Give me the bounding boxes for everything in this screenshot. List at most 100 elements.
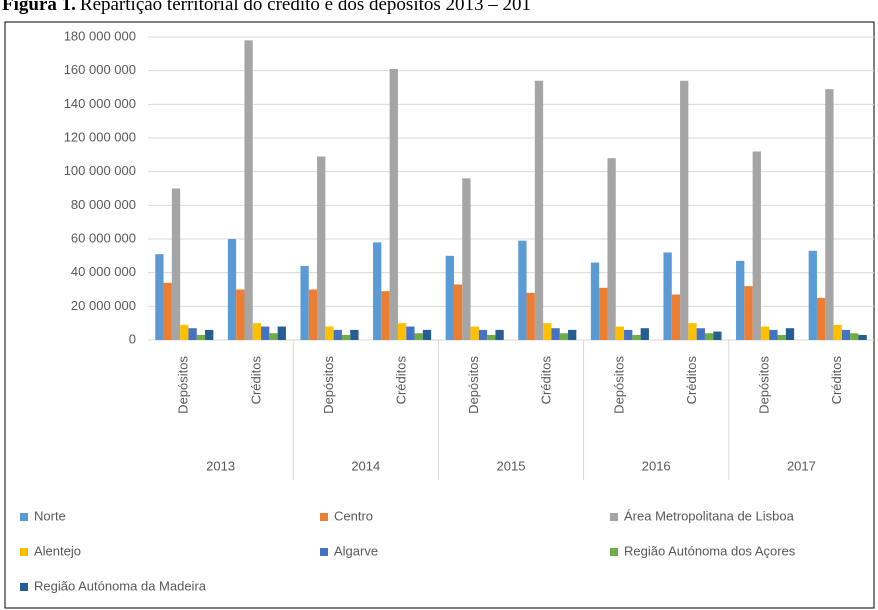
group-label: 2017 [787,458,816,473]
bar [590,262,600,340]
bar [599,287,608,340]
legend-swatch [20,513,28,521]
bar [236,289,245,340]
bar [816,297,826,340]
bar [196,334,206,340]
bar [624,329,633,340]
bar [277,326,286,340]
legend-swatch [20,583,28,591]
bar [341,334,351,340]
y-tick-label: 100 000 000 [64,163,136,178]
bar [227,239,237,340]
bar [422,329,432,340]
legend-label: Região Autónoma dos Açores [624,543,796,558]
y-tick-label: 0 [129,331,136,346]
bar [487,334,496,340]
bar [704,333,714,340]
bar [252,323,262,340]
bar [350,329,359,340]
bar [841,329,851,340]
bar [760,326,770,340]
title-text: Repartição territorial do crédito e dos … [80,0,531,15]
y-tick-label: 120 000 000 [64,129,136,144]
bar [389,68,398,340]
legend-label: Região Autónoma da Madeira [34,578,207,593]
bar [325,326,334,340]
bar [414,333,423,340]
legend-swatch [610,513,618,521]
legend-label: Alentejo [34,543,81,558]
bar [373,242,382,340]
bar [680,80,689,341]
bar [445,255,454,340]
bar [180,324,189,340]
bar [769,329,778,340]
bar [696,328,705,340]
group-label: 2014 [351,458,380,473]
bar [397,323,407,340]
bar [640,328,649,340]
legend-label: Norte [34,508,66,523]
bar [163,282,172,340]
x-tick-label: Créditos [684,356,699,405]
bar [478,329,488,340]
bar [518,240,527,340]
y-tick-label: 180 000 000 [64,28,136,43]
group-label: 2015 [497,458,526,473]
legend-swatch [320,513,328,521]
y-tick-label: 40 000 000 [71,264,136,279]
y-tick-label: 140 000 000 [64,96,136,111]
bar [559,333,569,340]
bar [333,329,342,340]
bar [825,89,834,340]
bar [317,156,326,340]
bar [534,80,544,341]
bar [470,326,479,340]
bar [188,328,197,340]
bar [244,40,253,340]
bar [462,178,471,340]
bar [155,254,164,340]
x-tick-label: Créditos [539,356,554,405]
group-label: 2016 [642,458,671,473]
bar [688,323,697,340]
bar [551,328,560,340]
bar [785,328,795,340]
bar [777,334,786,340]
bar [663,252,672,340]
bar [308,289,318,340]
bar [568,329,577,340]
bar [752,151,761,340]
y-tick-label: 80 000 000 [71,197,136,212]
group-label: 2013 [206,458,235,473]
bar [632,334,641,340]
x-tick-label: Depósitos [176,356,191,414]
x-tick-label: Créditos [394,356,409,405]
bar [171,188,181,340]
legend-label: Algarve [334,543,378,558]
bar [808,250,817,340]
bar [381,291,390,340]
x-tick-label: Depósitos [466,356,481,414]
bar [300,265,309,340]
legend-label: Centro [334,508,373,523]
bar [713,331,722,340]
bar [261,326,270,340]
bar [671,294,681,340]
title-prefix: Figura 1. [2,0,76,15]
bar [833,324,842,340]
x-tick-label: Depósitos [321,356,336,414]
bar [858,334,867,340]
bar [205,329,214,340]
bar [736,260,745,340]
bar [744,286,753,340]
chart-title: Figura 1. Repartição territorial do crédi… [2,0,531,15]
bar [850,333,859,340]
legend-swatch [20,548,28,556]
bar [607,158,616,340]
bar [406,326,415,340]
chart-frame [4,21,875,609]
bar [269,333,278,340]
